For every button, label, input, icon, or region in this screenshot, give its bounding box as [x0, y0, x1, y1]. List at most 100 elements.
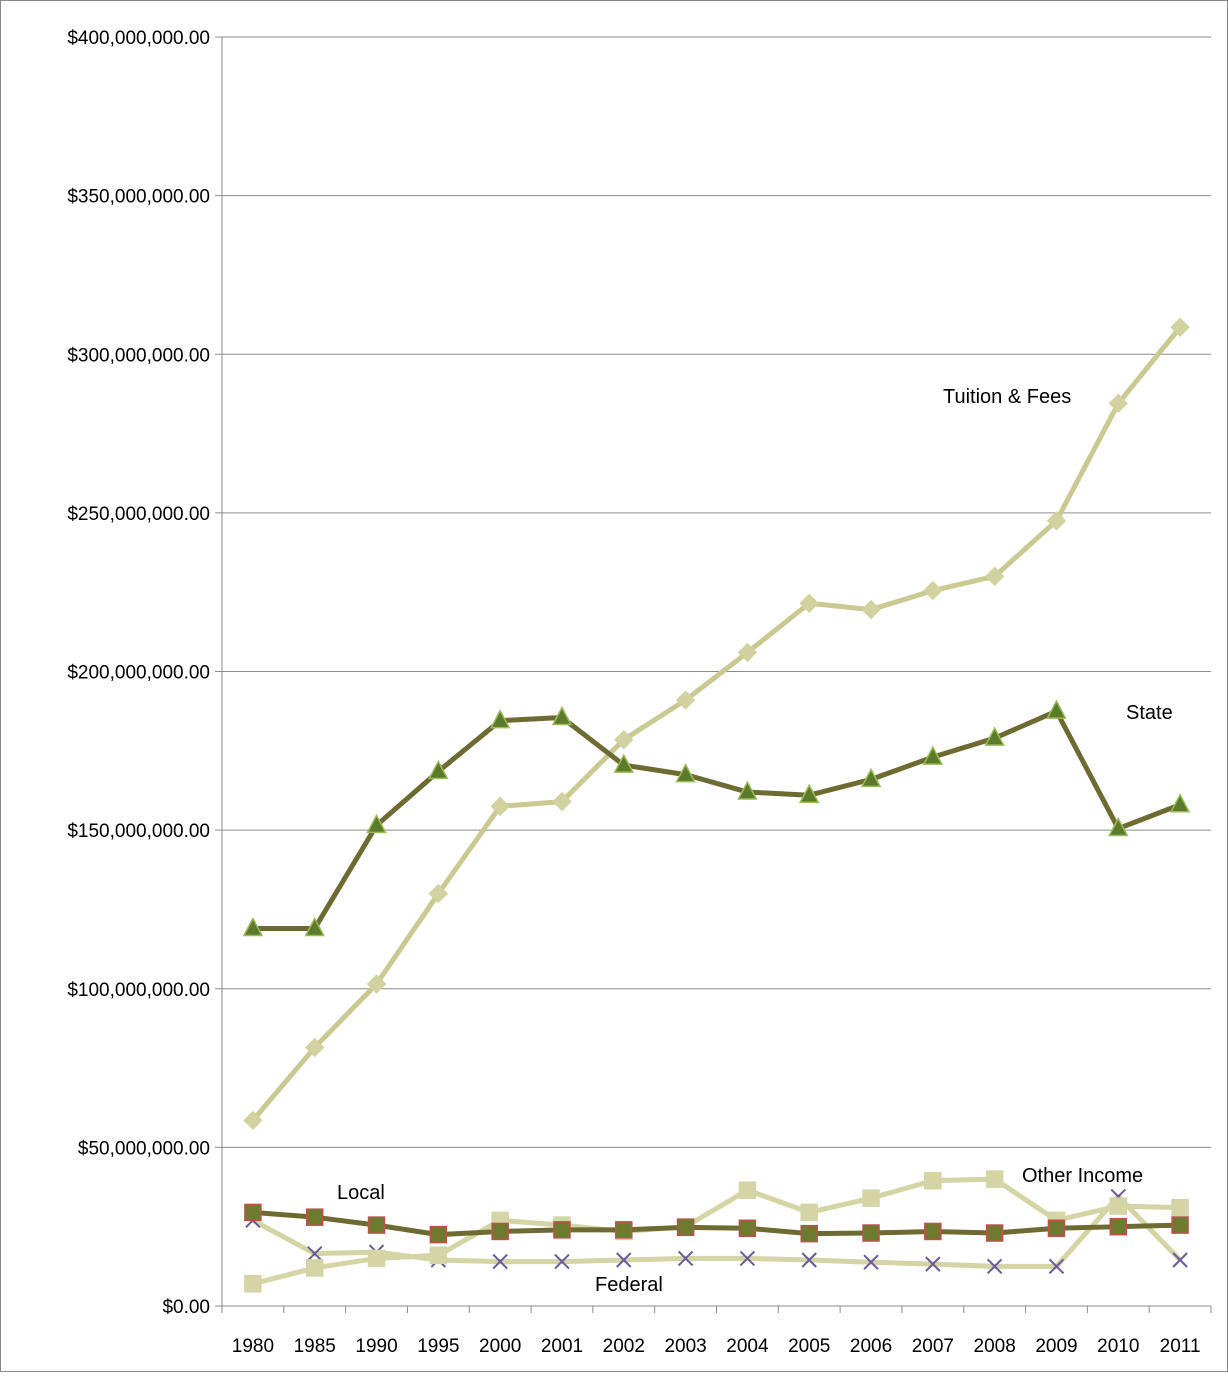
series-line-state: [252, 708, 1181, 931]
x-tick-label: 2001: [541, 1336, 583, 1357]
annotation-state: State: [1126, 702, 1173, 724]
data-point-square: [367, 1249, 386, 1268]
data-point-diamond: [1170, 317, 1190, 337]
data-point-triangle: [675, 763, 696, 783]
x-tick-label: 2008: [974, 1336, 1016, 1357]
x-tick-label: 2006: [850, 1336, 892, 1357]
y-tick-label: $100,000,000.00: [67, 980, 210, 1001]
x-tick-label: 2000: [479, 1336, 521, 1357]
x-tick-label: 2011: [1160, 1336, 1201, 1357]
x-tick-label: 2003: [664, 1336, 706, 1357]
series-line-other-income: [252, 1176, 1181, 1287]
data-point-diamond: [984, 566, 1005, 587]
data-point-diamond: [861, 599, 881, 620]
data-point-triangle: [613, 753, 635, 773]
x-tick-label: 1980: [232, 1336, 274, 1357]
x-tick-label: 2009: [1035, 1336, 1077, 1357]
data-point-diamond: [428, 883, 449, 904]
data-point-square: [862, 1224, 880, 1242]
data-point-square: [738, 1219, 757, 1238]
data-point-square: [429, 1246, 448, 1264]
data-point-square: [1109, 1197, 1128, 1215]
data-point-diamond: [490, 796, 510, 817]
data-point-triangle: [922, 745, 944, 765]
data-point-square: [800, 1203, 818, 1222]
gridlines: [222, 36, 1211, 1307]
data-point-square: [924, 1171, 942, 1190]
data-point-triangle: [798, 783, 820, 803]
data-point-square: [800, 1224, 818, 1243]
data-point-x: [925, 1256, 941, 1272]
x-tick-label: 2004: [726, 1336, 769, 1357]
data-point-square: [367, 1216, 386, 1234]
data-point-diamond: [737, 642, 758, 663]
data-point-square: [491, 1222, 509, 1241]
series-local: [244, 1203, 1189, 1244]
data-point-square: [862, 1189, 880, 1207]
series-annotations: Tuition & Fees State Local Other Income …: [337, 386, 1173, 1296]
y-axis-tick-labels: $0.00 $50,000,000.00 $100,000,000.00 $150,0…: [67, 28, 210, 1318]
data-point-square: [429, 1225, 448, 1244]
x-tick-label: 1995: [417, 1336, 459, 1357]
annotation-local: Local: [337, 1182, 385, 1204]
data-point-square: [1109, 1217, 1128, 1236]
series-line-local: [252, 1209, 1181, 1238]
data-point-square: [244, 1203, 262, 1222]
data-point-triangle: [1169, 793, 1191, 813]
data-point-square: [738, 1181, 757, 1199]
data-point-diamond: [923, 580, 943, 601]
data-point-diamond: [243, 1110, 263, 1131]
data-point-triangle: [737, 780, 758, 800]
y-tick-label: $350,000,000.00: [67, 187, 210, 208]
data-point-x: [492, 1253, 508, 1270]
data-point-triangle: [551, 705, 573, 726]
y-tick-label: $300,000,000.00: [67, 345, 210, 366]
x-axis-tick-labels: 1980 1985 1990 1995 2000 2001 2002 2003 2004 2005…: [232, 1336, 1201, 1357]
annotation-other-income: Other Income: [1022, 1165, 1143, 1187]
data-point-triangle: [1046, 699, 1067, 719]
data-point-diamond: [305, 1037, 325, 1058]
x-tick-label: 2010: [1097, 1336, 1139, 1357]
data-point-x: [1172, 1252, 1188, 1268]
data-point-triangle: [242, 916, 264, 937]
data-point-square: [985, 1224, 1004, 1242]
y-tick-label: $150,000,000.00: [67, 821, 210, 842]
data-point-diamond: [614, 730, 634, 750]
data-point-triangle: [428, 759, 449, 780]
data-point-diamond: [675, 690, 696, 710]
y-tick-label: $50,000,000.00: [78, 1138, 210, 1159]
data-point-square: [553, 1221, 571, 1239]
data-point-square: [305, 1208, 324, 1226]
data-point-diamond: [366, 974, 387, 994]
data-point-square: [1171, 1216, 1189, 1234]
data-point-triangle: [984, 726, 1005, 746]
data-point-triangle: [1108, 816, 1129, 837]
y-tick-label: $400,000,000.00: [67, 28, 210, 49]
x-tick-label: 2002: [603, 1336, 645, 1357]
data-point-x: [307, 1245, 323, 1262]
data-point-x: [554, 1253, 570, 1270]
y-tick-label: $250,000,000.00: [67, 504, 210, 525]
data-point-x: [986, 1258, 1003, 1275]
x-tick-label: 1985: [294, 1336, 336, 1357]
data-point-triangle: [489, 709, 511, 729]
data-point-triangle: [366, 813, 387, 834]
data-point-square: [305, 1259, 324, 1277]
annotation-tuition-fees: Tuition & Fees: [943, 386, 1071, 408]
data-point-x: [863, 1254, 879, 1270]
data-point-square: [924, 1222, 942, 1241]
data-point-square: [1171, 1198, 1189, 1217]
data-point-diamond: [1046, 511, 1067, 531]
data-point-x: [739, 1250, 756, 1267]
data-point-square: [985, 1170, 1004, 1188]
y-tick-label: $0.00: [162, 1297, 210, 1318]
data-point-square: [615, 1221, 633, 1239]
data-point-square: [244, 1275, 262, 1293]
data-point-x: [616, 1252, 632, 1268]
annotation-federal: Federal: [595, 1274, 663, 1296]
y-tick-label: $200,000,000.00: [67, 663, 210, 684]
data-point-triangle: [860, 767, 882, 788]
axes: [215, 36, 1212, 1313]
